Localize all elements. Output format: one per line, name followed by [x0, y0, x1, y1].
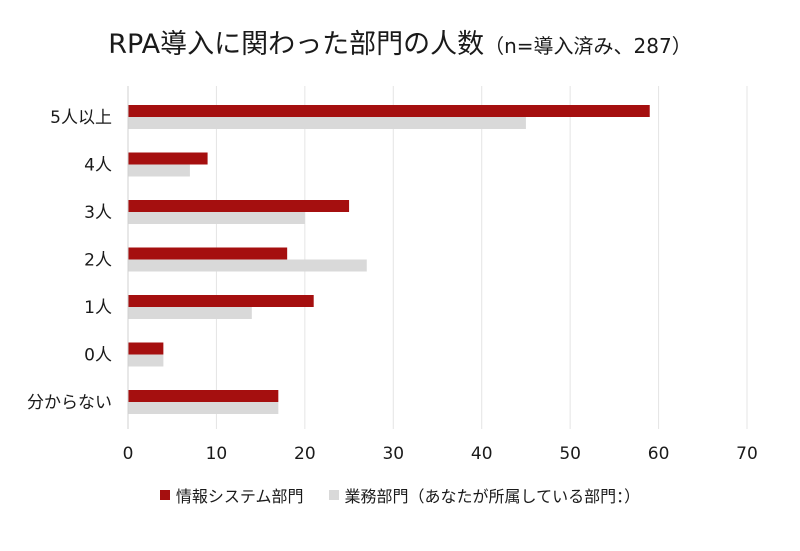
y-tick-label-3: 2人 [84, 251, 112, 271]
legend-item-series-2: 業務部門（あなたが所属している部門：） [328, 483, 641, 507]
bar-series-2-6 [128, 402, 279, 414]
y-tick-label-0: 5人以上 [50, 108, 112, 128]
bar-series-1-0 [128, 105, 650, 117]
legend-swatch-series-1 [159, 490, 170, 500]
bar-series-2-3 [128, 259, 367, 272]
legend-label-series-2: 業務部門（あなたが所属している部門：） [344, 487, 641, 506]
x-tick-label-1: 10 [206, 444, 228, 464]
chart-title-main: RPA導入に関わった部門の人数 [108, 29, 485, 60]
bar-series-1-4 [128, 295, 314, 307]
legend-label-series-1: 情報システム部門 [175, 487, 304, 506]
x-tick-label-5: 50 [559, 444, 581, 464]
y-tick-label-2: 3人 [84, 203, 112, 223]
x-tick-label-3: 30 [382, 444, 404, 464]
y-tick-label-6: 分からない [27, 393, 112, 413]
bar-series-1-1 [128, 152, 208, 165]
chart-title: RPA導入に関わった部門の人数（n=導入済み、287） [0, 22, 800, 61]
legend-item-series-1: 情報システム部門 [159, 483, 304, 507]
x-tick-label-7: 70 [736, 444, 758, 464]
bar-series-1-3 [128, 247, 288, 260]
x-tick-label-0: 0 [123, 444, 134, 464]
bar-series-2-5 [128, 354, 164, 367]
x-tick-label-4: 40 [471, 444, 493, 464]
chart-subtitle: （n=導入済み、287） [484, 34, 692, 58]
legend: 情報システム部門 業務部門（あなたが所属している部門：） [0, 483, 800, 507]
x-tick-label-6: 60 [648, 444, 670, 464]
x-tick-label-2: 20 [294, 444, 316, 464]
bar-series-1-2 [128, 200, 350, 212]
legend-swatch-series-2 [328, 490, 339, 500]
y-tick-label-4: 1人 [84, 298, 112, 318]
bar-series-1-5 [128, 342, 164, 355]
bar-series-2-0 [128, 117, 526, 129]
bar-series-1-6 [128, 390, 279, 402]
y-tick-label-1: 4人 [84, 156, 112, 176]
bar-series-2-2 [128, 212, 305, 224]
y-tick-label-5: 0人 [84, 346, 112, 366]
bar-series-2-4 [128, 307, 252, 319]
bar-series-2-1 [128, 164, 190, 177]
